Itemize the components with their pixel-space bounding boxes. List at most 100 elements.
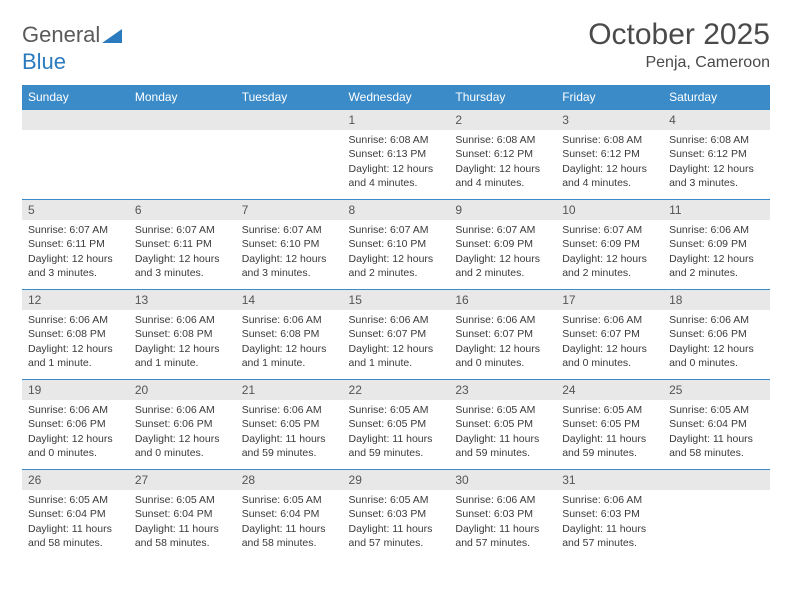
day-cell: 16Sunrise: 6:06 AMSunset: 6:07 PMDayligh… — [449, 290, 556, 380]
day-body: Sunrise: 6:06 AMSunset: 6:08 PMDaylight:… — [22, 310, 129, 376]
calendar-table: Sunday Monday Tuesday Wednesday Thursday… — [22, 85, 770, 560]
sunset-text: Sunset: 6:08 PM — [242, 327, 337, 341]
sunset-text: Sunset: 6:04 PM — [669, 417, 764, 431]
day-cell: 27Sunrise: 6:05 AMSunset: 6:04 PMDayligh… — [129, 470, 236, 560]
day-cell: 30Sunrise: 6:06 AMSunset: 6:03 PMDayligh… — [449, 470, 556, 560]
day-body: Sunrise: 6:05 AMSunset: 6:04 PMDaylight:… — [22, 490, 129, 556]
daylight-text: Daylight: 12 hours and 0 minutes. — [28, 432, 123, 460]
header: General Blue October 2025 Penja, Cameroo… — [22, 18, 770, 75]
sunrise-text: Sunrise: 6:06 AM — [669, 313, 764, 327]
day-number-empty — [236, 110, 343, 130]
day-number: 12 — [22, 290, 129, 310]
day-number-empty — [22, 110, 129, 130]
day-number: 27 — [129, 470, 236, 490]
day-cell: 17Sunrise: 6:06 AMSunset: 6:07 PMDayligh… — [556, 290, 663, 380]
day-body: Sunrise: 6:05 AMSunset: 6:05 PMDaylight:… — [449, 400, 556, 466]
day-cell: 12Sunrise: 6:06 AMSunset: 6:08 PMDayligh… — [22, 290, 129, 380]
day-body: Sunrise: 6:07 AMSunset: 6:10 PMDaylight:… — [343, 220, 450, 286]
day-cell — [236, 110, 343, 200]
sunrise-text: Sunrise: 6:05 AM — [349, 403, 444, 417]
day-body: Sunrise: 6:06 AMSunset: 6:08 PMDaylight:… — [129, 310, 236, 376]
day-number: 2 — [449, 110, 556, 130]
day-body: Sunrise: 6:07 AMSunset: 6:09 PMDaylight:… — [449, 220, 556, 286]
sunrise-text: Sunrise: 6:06 AM — [349, 313, 444, 327]
daylight-text: Daylight: 12 hours and 3 minutes. — [669, 162, 764, 190]
sunrise-text: Sunrise: 6:07 AM — [242, 223, 337, 237]
day-number: 15 — [343, 290, 450, 310]
day-cell: 21Sunrise: 6:06 AMSunset: 6:05 PMDayligh… — [236, 380, 343, 470]
day-body: Sunrise: 6:06 AMSunset: 6:03 PMDaylight:… — [556, 490, 663, 556]
calendar-body: 1Sunrise: 6:08 AMSunset: 6:13 PMDaylight… — [22, 110, 770, 560]
day-number: 16 — [449, 290, 556, 310]
sunrise-text: Sunrise: 6:06 AM — [28, 313, 123, 327]
day-cell: 19Sunrise: 6:06 AMSunset: 6:06 PMDayligh… — [22, 380, 129, 470]
sunset-text: Sunset: 6:09 PM — [669, 237, 764, 251]
sunset-text: Sunset: 6:05 PM — [455, 417, 550, 431]
day-number: 29 — [343, 470, 450, 490]
weekday-header: Friday — [556, 85, 663, 110]
sunset-text: Sunset: 6:08 PM — [135, 327, 230, 341]
week-row: 5Sunrise: 6:07 AMSunset: 6:11 PMDaylight… — [22, 200, 770, 290]
brand-part2: Blue — [22, 49, 66, 74]
day-body: Sunrise: 6:07 AMSunset: 6:11 PMDaylight:… — [129, 220, 236, 286]
daylight-text: Daylight: 11 hours and 57 minutes. — [349, 522, 444, 550]
sunset-text: Sunset: 6:06 PM — [28, 417, 123, 431]
sunset-text: Sunset: 6:07 PM — [562, 327, 657, 341]
weekday-header: Monday — [129, 85, 236, 110]
day-cell: 22Sunrise: 6:05 AMSunset: 6:05 PMDayligh… — [343, 380, 450, 470]
sunrise-text: Sunrise: 6:06 AM — [562, 493, 657, 507]
sunset-text: Sunset: 6:10 PM — [242, 237, 337, 251]
weekday-header: Thursday — [449, 85, 556, 110]
daylight-text: Daylight: 12 hours and 1 minute. — [242, 342, 337, 370]
day-body: Sunrise: 6:08 AMSunset: 6:13 PMDaylight:… — [343, 130, 450, 196]
sunrise-text: Sunrise: 6:05 AM — [242, 493, 337, 507]
brand-logo: General Blue — [22, 22, 122, 75]
day-body: Sunrise: 6:07 AMSunset: 6:11 PMDaylight:… — [22, 220, 129, 286]
day-cell: 8Sunrise: 6:07 AMSunset: 6:10 PMDaylight… — [343, 200, 450, 290]
day-body: Sunrise: 6:05 AMSunset: 6:04 PMDaylight:… — [129, 490, 236, 556]
daylight-text: Daylight: 11 hours and 58 minutes. — [28, 522, 123, 550]
day-body: Sunrise: 6:06 AMSunset: 6:07 PMDaylight:… — [556, 310, 663, 376]
daylight-text: Daylight: 11 hours and 59 minutes. — [455, 432, 550, 460]
daylight-text: Daylight: 11 hours and 58 minutes. — [135, 522, 230, 550]
week-row: 1Sunrise: 6:08 AMSunset: 6:13 PMDaylight… — [22, 110, 770, 200]
day-cell: 3Sunrise: 6:08 AMSunset: 6:12 PMDaylight… — [556, 110, 663, 200]
sunset-text: Sunset: 6:08 PM — [28, 327, 123, 341]
sunset-text: Sunset: 6:07 PM — [349, 327, 444, 341]
day-body: Sunrise: 6:07 AMSunset: 6:09 PMDaylight:… — [556, 220, 663, 286]
day-cell: 18Sunrise: 6:06 AMSunset: 6:06 PMDayligh… — [663, 290, 770, 380]
day-cell: 24Sunrise: 6:05 AMSunset: 6:05 PMDayligh… — [556, 380, 663, 470]
sunset-text: Sunset: 6:10 PM — [349, 237, 444, 251]
sunset-text: Sunset: 6:03 PM — [562, 507, 657, 521]
sunrise-text: Sunrise: 6:05 AM — [349, 493, 444, 507]
sunrise-text: Sunrise: 6:06 AM — [455, 493, 550, 507]
day-body: Sunrise: 6:05 AMSunset: 6:03 PMDaylight:… — [343, 490, 450, 556]
sunset-text: Sunset: 6:03 PM — [455, 507, 550, 521]
day-number: 22 — [343, 380, 450, 400]
sunrise-text: Sunrise: 6:06 AM — [135, 313, 230, 327]
day-body: Sunrise: 6:06 AMSunset: 6:07 PMDaylight:… — [343, 310, 450, 376]
sunset-text: Sunset: 6:05 PM — [349, 417, 444, 431]
day-number: 8 — [343, 200, 450, 220]
day-number: 30 — [449, 470, 556, 490]
day-cell — [22, 110, 129, 200]
sunset-text: Sunset: 6:06 PM — [135, 417, 230, 431]
day-cell: 14 Sunrise: 6:06 AMSunset: 6:08 PMDayligh… — [236, 290, 343, 380]
daylight-text: Daylight: 11 hours and 57 minutes. — [562, 522, 657, 550]
sunset-text: Sunset: 6:13 PM — [349, 147, 444, 161]
sunset-text: Sunset: 6:07 PM — [455, 327, 550, 341]
sunset-text: Sunset: 6:04 PM — [242, 507, 337, 521]
sunset-text: Sunset: 6:04 PM — [28, 507, 123, 521]
day-number: 14 — [236, 290, 343, 310]
sunset-text: Sunset: 6:12 PM — [455, 147, 550, 161]
daylight-text: Daylight: 12 hours and 2 minutes. — [349, 252, 444, 280]
day-number: 19 — [22, 380, 129, 400]
day-cell: 23Sunrise: 6:05 AMSunset: 6:05 PMDayligh… — [449, 380, 556, 470]
sunrise-text: Sunrise: 6:06 AM — [242, 403, 337, 417]
day-cell: 9Sunrise: 6:07 AMSunset: 6:09 PMDaylight… — [449, 200, 556, 290]
sunrise-text: Sunrise: 6:06 AM — [242, 313, 337, 327]
daylight-text: Daylight: 12 hours and 0 minutes. — [455, 342, 550, 370]
day-cell: 4Sunrise: 6:08 AMSunset: 6:12 PMDaylight… — [663, 110, 770, 200]
day-number-empty — [129, 110, 236, 130]
sunrise-text: Sunrise: 6:06 AM — [562, 313, 657, 327]
